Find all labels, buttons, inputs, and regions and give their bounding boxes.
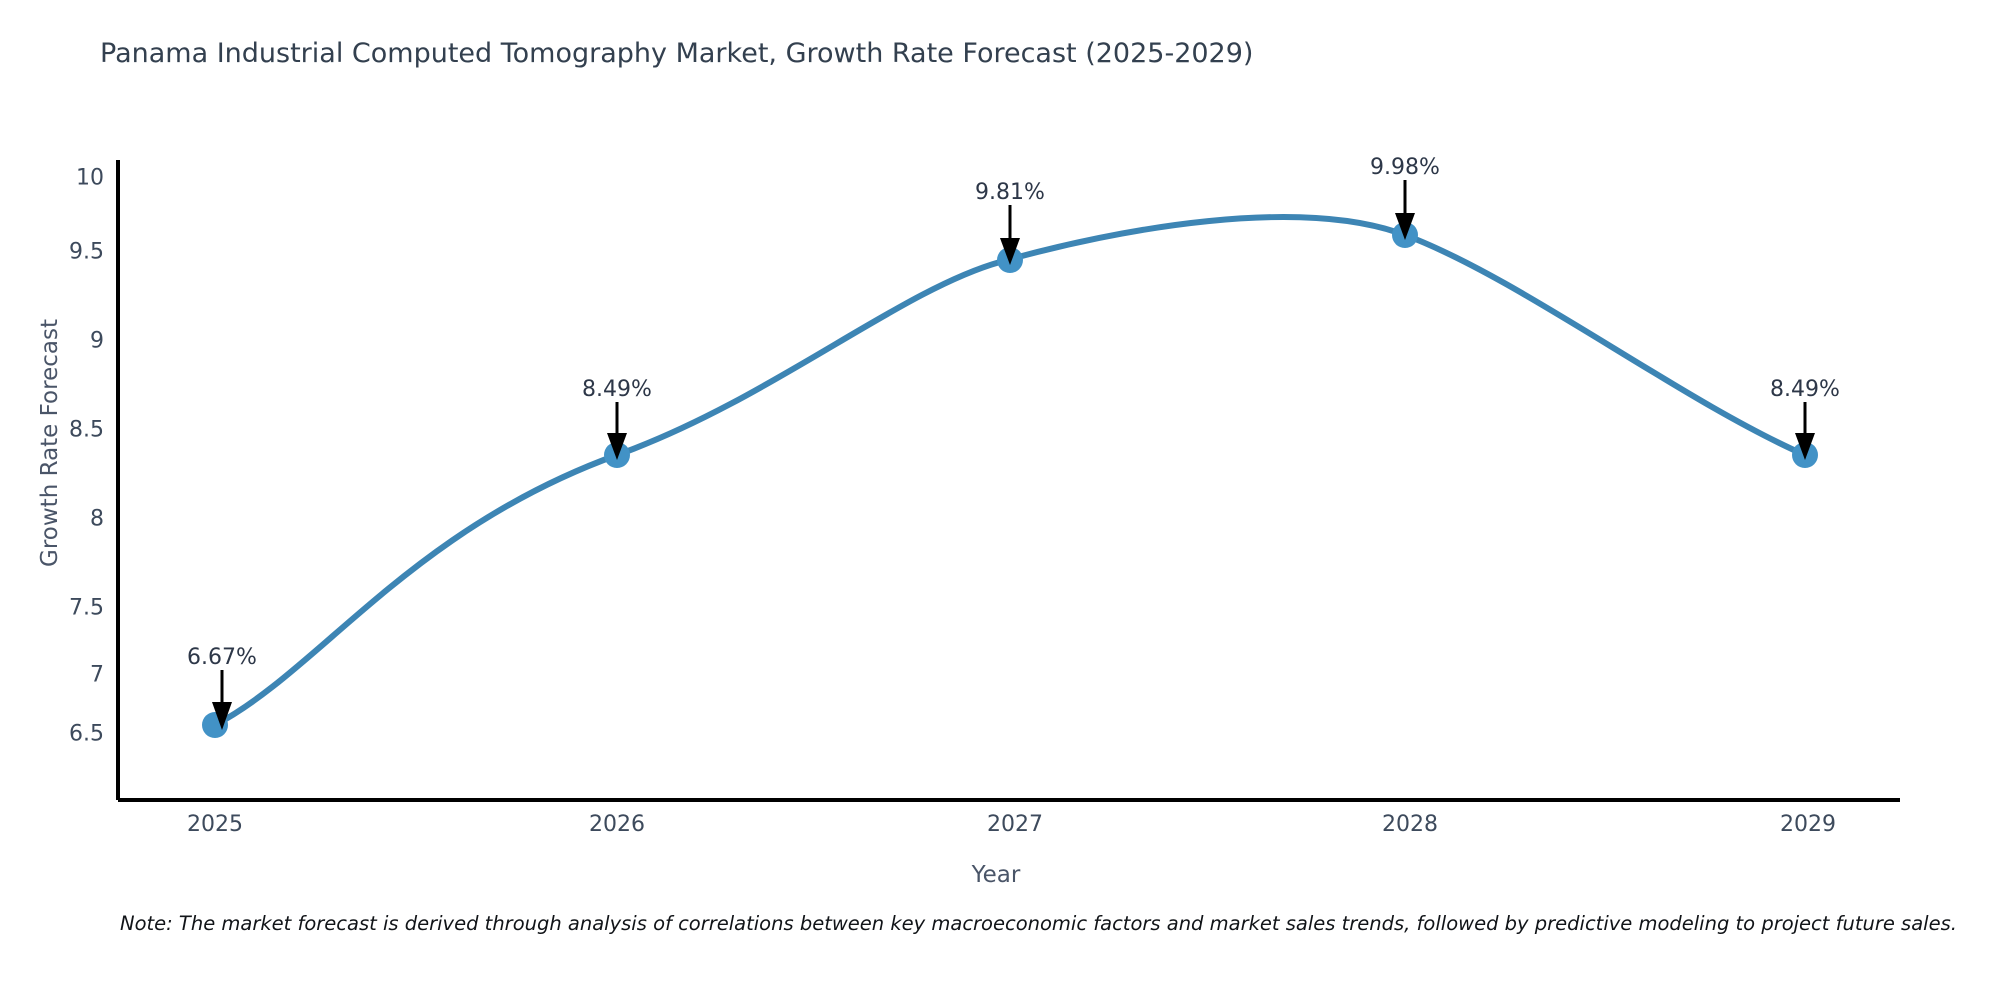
annotation-arrow-2027 <box>1000 205 1020 265</box>
data-label-2025: 6.67% <box>187 645 257 670</box>
data-label-2028: 9.98% <box>1370 155 1440 180</box>
annotation-arrow-2026 <box>607 402 627 460</box>
y-axis-tick-labels: 10 9.5 9 8.5 8 7.5 7 6.5 <box>0 0 104 1000</box>
x-axis-title: Year <box>971 862 1021 888</box>
y-tick-label: 6.5 <box>69 721 104 747</box>
x-tick-label-2025: 2025 <box>187 812 243 837</box>
x-axis-title-wrap: Year <box>0 862 2000 888</box>
x-tick-label-2028: 2028 <box>1382 812 1438 837</box>
x-tick-label-2029: 2029 <box>1780 812 1836 837</box>
data-label-2027: 9.81% <box>975 180 1045 205</box>
annotation-arrow-2029 <box>1795 402 1815 460</box>
data-label-2026: 8.49% <box>582 377 652 402</box>
footnote: Note: The market forecast is derived thr… <box>120 912 1957 935</box>
annotation-arrow-2028 <box>1395 180 1415 240</box>
annotation-arrow-2025 <box>212 670 232 730</box>
data-line-growth-rate-forecast <box>212 214 1808 728</box>
y-tick-label: 9.5 <box>69 239 104 265</box>
y-tick-label: 7 <box>90 662 104 688</box>
x-tick-label-2026: 2026 <box>589 812 645 837</box>
y-tick-label: 8 <box>90 506 104 532</box>
y-tick-label: 8.5 <box>69 417 104 443</box>
data-label-2029: 8.49% <box>1770 377 1840 402</box>
chart-title: Panama Industrial Computed Tomography Ma… <box>100 38 1254 69</box>
x-tick-label-2027: 2027 <box>987 812 1043 837</box>
y-tick-label: 10 <box>76 165 104 191</box>
y-tick-label: 9 <box>90 328 104 354</box>
y-tick-label: 7.5 <box>69 595 104 621</box>
